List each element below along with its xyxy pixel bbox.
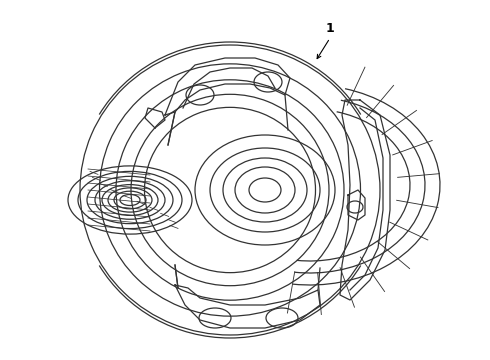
Text: 1: 1 bbox=[326, 22, 334, 35]
